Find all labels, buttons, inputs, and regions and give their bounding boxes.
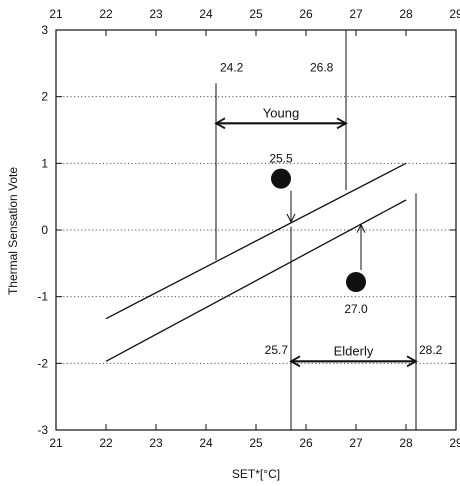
x-tick-label-top: 22 <box>99 7 113 21</box>
x-tick-label-top: 27 <box>349 7 363 21</box>
range-label: Young <box>263 105 299 120</box>
x-tick-label-top: 28 <box>399 7 413 21</box>
series <box>105 162 407 362</box>
vertical-lines: 24.2 26.8 25.7 28.2 <box>215 30 443 430</box>
x-tick-label: 22 <box>99 436 113 450</box>
x-tick-label-top: 21 <box>49 7 63 21</box>
vertical-line-label: 25.7 <box>265 343 289 357</box>
x-tick-label: 29 <box>449 436 460 450</box>
x-tick-label: 28 <box>399 436 413 450</box>
point-arrow-head <box>356 223 366 233</box>
x-axis-title: SET*[°C] <box>232 467 280 481</box>
y-tick-label: -2 <box>37 356 48 370</box>
y-axis-title: Thermal Sensation Vote <box>6 167 20 295</box>
y-tick-label: 2 <box>41 90 48 104</box>
arrow-head <box>336 117 348 130</box>
data-point <box>271 168 291 189</box>
ticks <box>55 29 457 431</box>
arrow-head <box>289 355 301 368</box>
vertical-line-label: 28.2 <box>419 343 443 357</box>
x-tick-label-top: 24 <box>199 7 213 21</box>
y-tick-label: 1 <box>41 156 48 170</box>
x-tick-label: 24 <box>199 436 213 450</box>
point-label: 27.0 <box>344 302 368 316</box>
arrow-head <box>214 117 226 130</box>
vertical-line-label: 26.8 <box>310 60 334 74</box>
plot-frame <box>55 29 457 431</box>
series-line <box>105 199 407 362</box>
y-tick-label: -1 <box>37 290 48 304</box>
y-tick-label: 3 <box>41 23 48 37</box>
grid <box>56 96 456 364</box>
series-line <box>105 162 407 320</box>
x-tick-label: 23 <box>149 436 163 450</box>
points: 25.5 27.0 <box>269 152 368 316</box>
point-arrow-head <box>286 213 296 224</box>
tick-labels: 2121222223232424252526262727282829293210… <box>37 7 460 450</box>
x-tick-label-top: 26 <box>299 7 313 21</box>
range-label: Elderly <box>334 343 374 358</box>
point-label: 25.5 <box>269 152 293 166</box>
arrow-head <box>406 355 418 368</box>
x-tick-label: 25 <box>249 436 263 450</box>
vertical-line-label: 24.2 <box>220 60 244 74</box>
y-tick-label: -3 <box>37 423 48 437</box>
data-point <box>346 272 366 292</box>
x-tick-label: 26 <box>299 436 313 450</box>
x-tick-label-top: 29 <box>449 7 460 21</box>
x-tick-label-top: 25 <box>249 7 263 21</box>
x-tick-label: 27 <box>349 436 363 450</box>
range-arrows: Young Elderly <box>214 105 418 368</box>
y-tick-label: 0 <box>41 223 48 237</box>
x-tick-label-top: 23 <box>149 7 163 21</box>
x-tick-label: 21 <box>49 436 63 450</box>
